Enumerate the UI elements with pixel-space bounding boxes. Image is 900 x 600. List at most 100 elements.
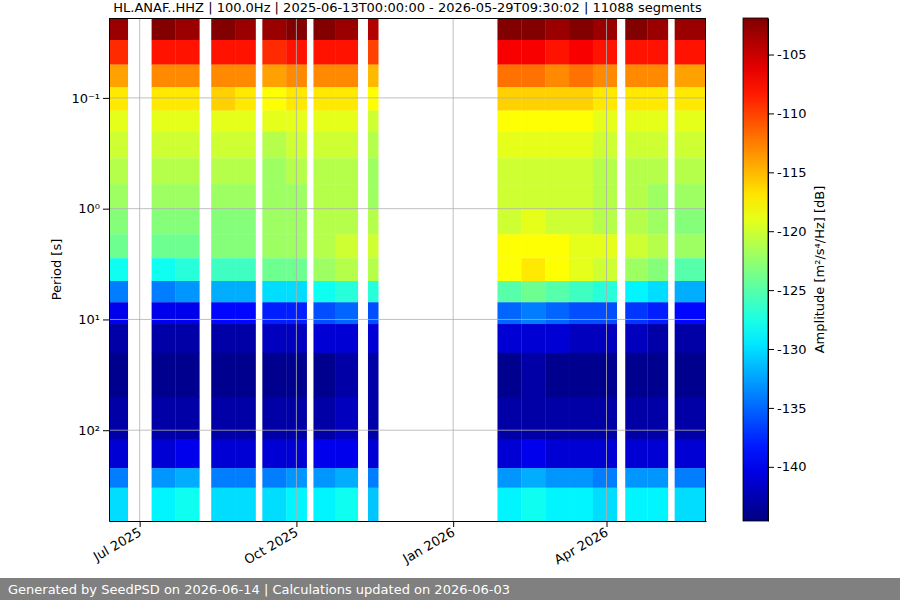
cell (262, 302, 286, 324)
cell (521, 87, 545, 111)
cell (313, 302, 335, 324)
cell (109, 468, 128, 488)
cell (368, 18, 379, 40)
cell (625, 353, 647, 397)
cell (497, 353, 521, 397)
colorbar-title: Amplitude [m²/s⁴/Hz] [dB] (812, 186, 827, 354)
x-tick-label: Oct 2025 (241, 525, 300, 568)
cell (336, 131, 358, 158)
cell (625, 65, 647, 88)
cell (336, 258, 358, 281)
cell (368, 397, 379, 439)
cell (211, 234, 235, 258)
cell (175, 439, 199, 468)
cell (647, 209, 668, 235)
cell (497, 281, 521, 303)
x-tick: Jul 2025 (90, 521, 144, 564)
cell (497, 131, 521, 158)
cell (175, 209, 199, 235)
cell (262, 87, 286, 111)
cell (211, 353, 235, 397)
cell (336, 87, 358, 111)
y-tick-mark (103, 430, 109, 431)
cell (262, 353, 286, 397)
cell (647, 87, 668, 111)
cell (262, 439, 286, 468)
cell (647, 281, 668, 303)
cell (175, 234, 199, 258)
cell (109, 184, 128, 209)
cell (368, 258, 379, 281)
cell (109, 158, 128, 184)
cell (675, 488, 706, 521)
cell (545, 397, 569, 439)
colorbar-tick-label: -140 (777, 459, 807, 474)
cell (152, 87, 176, 111)
cells (109, 18, 706, 521)
cell (175, 40, 199, 65)
cell (545, 234, 569, 258)
cell (152, 397, 176, 439)
cell (647, 65, 668, 88)
cell (235, 468, 256, 488)
cell (625, 184, 647, 209)
cell (675, 468, 706, 488)
cell (175, 488, 199, 521)
colorbar-tick-label: -125 (777, 283, 807, 298)
cell (313, 281, 335, 303)
cell (569, 18, 593, 40)
cell (336, 488, 358, 521)
cell (593, 302, 617, 324)
cell (109, 439, 128, 468)
cell (569, 302, 593, 324)
cell (593, 488, 617, 521)
cell (625, 468, 647, 488)
y-axis-title: Period [s] (49, 239, 64, 301)
colorbar-tick: -110 (768, 106, 807, 121)
cell (593, 353, 617, 397)
cell (109, 397, 128, 439)
cell (175, 158, 199, 184)
cell (152, 111, 176, 132)
cell (593, 397, 617, 439)
cell (152, 302, 176, 324)
colorbar-tick-label: -110 (777, 106, 807, 121)
cell (545, 468, 569, 488)
cell (262, 281, 286, 303)
cell (109, 65, 128, 88)
cell (497, 324, 521, 353)
cell (336, 324, 358, 353)
cell (545, 439, 569, 468)
colorbar-tick: -120 (768, 224, 807, 239)
cell (497, 184, 521, 209)
cell (625, 40, 647, 65)
cell (521, 158, 545, 184)
cell (109, 111, 128, 132)
y-axis-line (109, 19, 110, 522)
cell (647, 18, 668, 40)
cell (109, 87, 128, 111)
cell (152, 18, 176, 40)
cell (109, 281, 128, 303)
cell (569, 281, 593, 303)
cell (675, 18, 706, 40)
cell (235, 131, 256, 158)
cell (497, 158, 521, 184)
cell (235, 18, 256, 40)
cell (235, 439, 256, 468)
cell (521, 488, 545, 521)
cell (313, 324, 335, 353)
cell (569, 111, 593, 132)
cell (569, 468, 593, 488)
colorbar-tick-mark (768, 349, 774, 350)
cell (675, 65, 706, 88)
cell (262, 468, 286, 488)
cell (175, 87, 199, 111)
cell (647, 40, 668, 65)
x-tick-mark (453, 521, 454, 527)
cell (497, 65, 521, 88)
cell (625, 209, 647, 235)
colorbar-tick-mark (768, 467, 774, 468)
cell (235, 488, 256, 521)
cell (521, 302, 545, 324)
